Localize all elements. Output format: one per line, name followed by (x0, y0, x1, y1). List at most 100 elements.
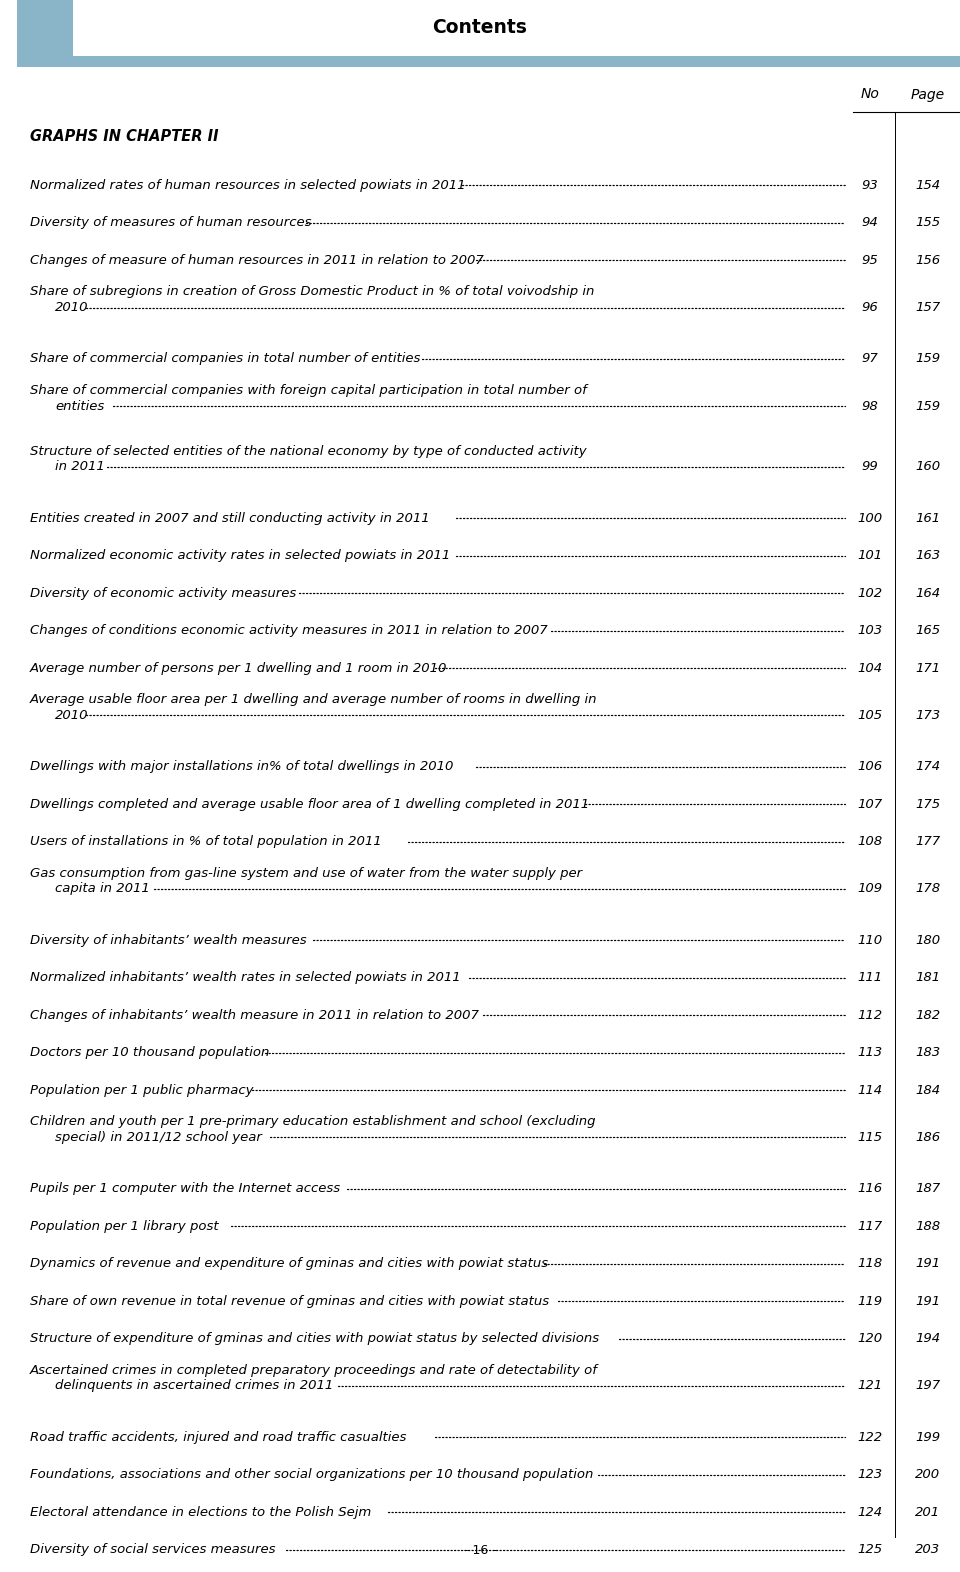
Text: 94: 94 (862, 217, 878, 230)
Text: 203: 203 (916, 1544, 941, 1556)
Text: 113: 113 (857, 1047, 882, 1060)
Text: Share of commercial companies in total number of entities: Share of commercial companies in total n… (30, 352, 420, 365)
Text: 119: 119 (857, 1295, 882, 1308)
Text: Structure of selected entities of the national economy by type of conducted acti: Structure of selected entities of the na… (30, 445, 587, 457)
Text: Page: Page (911, 88, 945, 102)
Text: 109: 109 (857, 882, 882, 896)
Text: 121: 121 (857, 1380, 882, 1393)
Text: 122: 122 (857, 1431, 882, 1443)
Text: delinquents in ascertained crimes in 2011: delinquents in ascertained crimes in 201… (55, 1380, 333, 1393)
Text: Foundations, associations and other social organizations per 10 thousand populat: Foundations, associations and other soci… (30, 1468, 593, 1481)
Text: Road traffic accidents, injured and road traffic casualties: Road traffic accidents, injured and road… (30, 1431, 406, 1443)
Text: Diversity of inhabitants’ wealth measures: Diversity of inhabitants’ wealth measure… (30, 934, 306, 946)
Text: 191: 191 (916, 1295, 941, 1308)
Text: 125: 125 (857, 1544, 882, 1556)
Text: 157: 157 (916, 300, 941, 314)
Text: Users of installations in % of total population in 2011: Users of installations in % of total pop… (30, 835, 382, 849)
Text: 188: 188 (916, 1220, 941, 1232)
Text: 183: 183 (916, 1047, 941, 1060)
Text: Share of subregions in creation of Gross Domestic Product in % of total voivodsh: Share of subregions in creation of Gross… (30, 286, 594, 299)
Text: 124: 124 (857, 1506, 882, 1519)
Text: 114: 114 (857, 1083, 882, 1097)
Text: 107: 107 (857, 797, 882, 811)
Text: Changes of inhabitants’ wealth measure in 2011 in relation to 2007: Changes of inhabitants’ wealth measure i… (30, 1009, 479, 1022)
Text: 178: 178 (916, 882, 941, 896)
Text: 99: 99 (862, 461, 878, 473)
Text: 103: 103 (857, 624, 882, 637)
Text: 187: 187 (916, 1182, 941, 1195)
Text: 197: 197 (916, 1380, 941, 1393)
Text: Dwellings completed and average usable floor area of 1 dwelling completed in 201: Dwellings completed and average usable f… (30, 797, 589, 811)
Text: Doctors per 10 thousand population: Doctors per 10 thousand population (30, 1047, 270, 1060)
Text: 110: 110 (857, 934, 882, 946)
Text: 112: 112 (857, 1009, 882, 1022)
Text: 161: 161 (916, 512, 941, 525)
Text: 111: 111 (857, 971, 882, 984)
Text: 186: 186 (916, 1130, 941, 1144)
Text: Ascertained crimes in completed preparatory proceedings and rate of detectabilit: Ascertained crimes in completed preparat… (30, 1364, 598, 1377)
Text: 181: 181 (916, 971, 941, 984)
Bar (17, 57, 960, 66)
Text: Share of commercial companies with foreign capital participation in total number: Share of commercial companies with forei… (30, 384, 587, 398)
Text: 117: 117 (857, 1220, 882, 1232)
Text: 93: 93 (862, 179, 878, 192)
Text: Normalized inhabitants’ wealth rates in selected powiats in 2011: Normalized inhabitants’ wealth rates in … (30, 971, 461, 984)
Text: Changes of measure of human resources in 2011 in relation to 2007: Changes of measure of human resources in… (30, 253, 484, 267)
Text: - 16 -: - 16 - (464, 1544, 496, 1556)
Text: 155: 155 (916, 217, 941, 230)
Text: 163: 163 (916, 549, 941, 563)
Text: 115: 115 (857, 1130, 882, 1144)
Text: 120: 120 (857, 1331, 882, 1346)
Text: 164: 164 (916, 586, 941, 601)
Text: Contents: Contents (433, 19, 527, 38)
Text: Average usable floor area per 1 dwelling and average number of rooms in dwelling: Average usable floor area per 1 dwelling… (30, 693, 597, 706)
Text: Diversity of economic activity measures: Diversity of economic activity measures (30, 586, 297, 601)
Text: Diversity of measures of human resources: Diversity of measures of human resources (30, 217, 311, 230)
Text: Average number of persons per 1 dwelling and 1 room in 2010: Average number of persons per 1 dwelling… (30, 662, 447, 674)
Text: Changes of conditions economic activity measures in 2011 in relation to 2007: Changes of conditions economic activity … (30, 624, 547, 637)
Text: 95: 95 (862, 253, 878, 267)
Text: Population per 1 public pharmacy: Population per 1 public pharmacy (30, 1083, 253, 1097)
Text: 159: 159 (916, 352, 941, 365)
Text: Dwellings with major installations in% of total dwellings in 2010: Dwellings with major installations in% o… (30, 761, 453, 773)
Text: 182: 182 (916, 1009, 941, 1022)
Text: 201: 201 (916, 1506, 941, 1519)
Text: 105: 105 (857, 709, 882, 722)
Text: 180: 180 (916, 934, 941, 946)
Text: 159: 159 (916, 399, 941, 412)
Text: 116: 116 (857, 1182, 882, 1195)
Text: 100: 100 (857, 512, 882, 525)
Text: Entities created in 2007 and still conducting activity in 2011: Entities created in 2007 and still condu… (30, 512, 430, 525)
Text: Structure of expenditure of gminas and cities with powiat status by selected div: Structure of expenditure of gminas and c… (30, 1331, 599, 1346)
Text: 104: 104 (857, 662, 882, 674)
Text: 199: 199 (916, 1431, 941, 1443)
Text: 160: 160 (916, 461, 941, 473)
Text: 194: 194 (916, 1331, 941, 1346)
Text: 171: 171 (916, 662, 941, 674)
Text: 96: 96 (862, 300, 878, 314)
Text: Dynamics of revenue and expenditure of gminas and cities with powiat status: Dynamics of revenue and expenditure of g… (30, 1258, 548, 1270)
Text: 108: 108 (857, 835, 882, 849)
Text: GRAPHS IN CHAPTER II: GRAPHS IN CHAPTER II (30, 129, 219, 145)
Text: Electoral attendance in elections to the Polish Sejm: Electoral attendance in elections to the… (30, 1506, 372, 1519)
Text: 118: 118 (857, 1258, 882, 1270)
Text: Normalized rates of human resources in selected powiats in 2011: Normalized rates of human resources in s… (30, 179, 466, 192)
Text: 101: 101 (857, 549, 882, 563)
Text: 154: 154 (916, 179, 941, 192)
Text: Gas consumption from gas-line system and use of water from the water supply per: Gas consumption from gas-line system and… (30, 868, 582, 880)
Bar (17, 0, 73, 57)
Text: Population per 1 library post: Population per 1 library post (30, 1220, 219, 1232)
Text: 97: 97 (862, 352, 878, 365)
Text: 2010: 2010 (55, 709, 88, 722)
Text: capita in 2011: capita in 2011 (55, 882, 150, 896)
Text: 165: 165 (916, 624, 941, 637)
Text: No: No (860, 88, 879, 102)
Text: 174: 174 (916, 761, 941, 773)
Text: 98: 98 (862, 399, 878, 412)
Text: Share of own revenue in total revenue of gminas and cities with powiat status: Share of own revenue in total revenue of… (30, 1295, 549, 1308)
Text: Children and youth per 1 pre-primary education establishment and school (excludi: Children and youth per 1 pre-primary edu… (30, 1116, 595, 1129)
Text: special) in 2011/12 school year: special) in 2011/12 school year (55, 1130, 262, 1144)
Text: Pupils per 1 computer with the Internet access: Pupils per 1 computer with the Internet … (30, 1182, 340, 1195)
Text: 184: 184 (916, 1083, 941, 1097)
Text: 106: 106 (857, 761, 882, 773)
